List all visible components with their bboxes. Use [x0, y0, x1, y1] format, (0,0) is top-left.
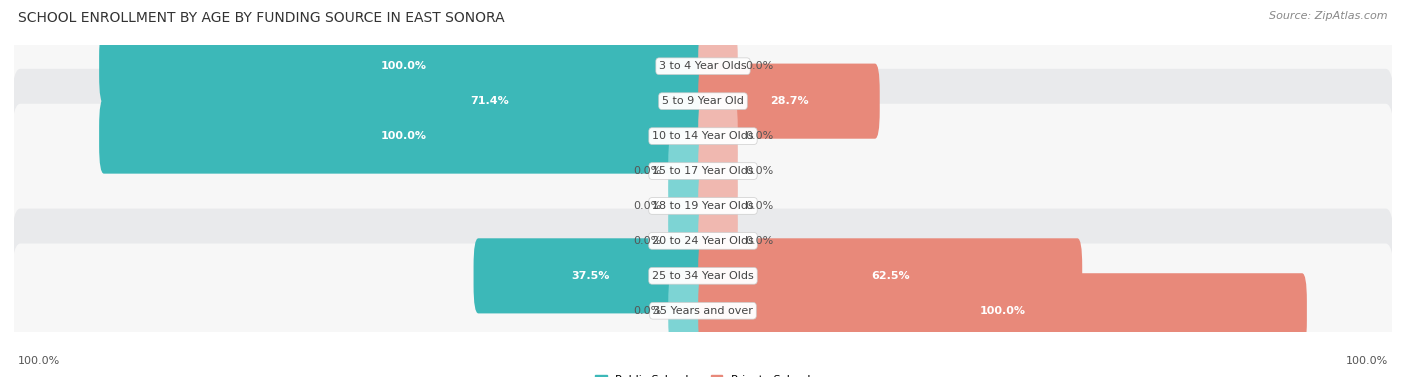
FancyBboxPatch shape	[11, 34, 1395, 169]
Text: 0.0%: 0.0%	[633, 166, 661, 176]
Text: 100.0%: 100.0%	[381, 61, 426, 71]
Text: 71.4%: 71.4%	[470, 96, 509, 106]
Text: 100.0%: 100.0%	[980, 306, 1025, 316]
Text: 35 Years and over: 35 Years and over	[652, 306, 754, 316]
Text: 0.0%: 0.0%	[633, 306, 661, 316]
Text: 28.7%: 28.7%	[769, 96, 808, 106]
FancyBboxPatch shape	[699, 64, 880, 139]
FancyBboxPatch shape	[11, 244, 1395, 377]
FancyBboxPatch shape	[11, 139, 1395, 273]
Text: 15 to 17 Year Olds: 15 to 17 Year Olds	[652, 166, 754, 176]
Legend: Public School, Private School: Public School, Private School	[591, 370, 815, 377]
FancyBboxPatch shape	[270, 64, 707, 139]
Text: 20 to 24 Year Olds: 20 to 24 Year Olds	[652, 236, 754, 246]
FancyBboxPatch shape	[668, 133, 707, 208]
Text: 0.0%: 0.0%	[633, 201, 661, 211]
FancyBboxPatch shape	[11, 69, 1395, 203]
FancyBboxPatch shape	[668, 203, 707, 279]
FancyBboxPatch shape	[11, 174, 1395, 308]
FancyBboxPatch shape	[668, 169, 707, 244]
Text: 0.0%: 0.0%	[745, 166, 773, 176]
FancyBboxPatch shape	[11, 0, 1395, 133]
Text: 0.0%: 0.0%	[633, 236, 661, 246]
Text: 62.5%: 62.5%	[870, 271, 910, 281]
Text: Source: ZipAtlas.com: Source: ZipAtlas.com	[1270, 11, 1388, 21]
FancyBboxPatch shape	[699, 133, 738, 208]
FancyBboxPatch shape	[699, 29, 738, 104]
Text: 3 to 4 Year Olds: 3 to 4 Year Olds	[659, 61, 747, 71]
Text: 0.0%: 0.0%	[745, 131, 773, 141]
FancyBboxPatch shape	[474, 238, 707, 313]
FancyBboxPatch shape	[100, 98, 707, 174]
Text: 25 to 34 Year Olds: 25 to 34 Year Olds	[652, 271, 754, 281]
Text: 100.0%: 100.0%	[18, 356, 60, 366]
FancyBboxPatch shape	[11, 104, 1395, 238]
Text: SCHOOL ENROLLMENT BY AGE BY FUNDING SOURCE IN EAST SONORA: SCHOOL ENROLLMENT BY AGE BY FUNDING SOUR…	[18, 11, 505, 25]
Text: 100.0%: 100.0%	[381, 131, 426, 141]
Text: 10 to 14 Year Olds: 10 to 14 Year Olds	[652, 131, 754, 141]
FancyBboxPatch shape	[699, 98, 738, 174]
Text: 0.0%: 0.0%	[745, 236, 773, 246]
FancyBboxPatch shape	[11, 208, 1395, 343]
FancyBboxPatch shape	[668, 273, 707, 348]
Text: 0.0%: 0.0%	[745, 201, 773, 211]
FancyBboxPatch shape	[699, 203, 738, 279]
FancyBboxPatch shape	[699, 169, 738, 244]
Text: 37.5%: 37.5%	[571, 271, 610, 281]
FancyBboxPatch shape	[100, 29, 707, 104]
Text: 0.0%: 0.0%	[745, 61, 773, 71]
FancyBboxPatch shape	[699, 238, 1083, 313]
FancyBboxPatch shape	[699, 273, 1306, 348]
Text: 18 to 19 Year Olds: 18 to 19 Year Olds	[652, 201, 754, 211]
Text: 5 to 9 Year Old: 5 to 9 Year Old	[662, 96, 744, 106]
Text: 100.0%: 100.0%	[1346, 356, 1388, 366]
